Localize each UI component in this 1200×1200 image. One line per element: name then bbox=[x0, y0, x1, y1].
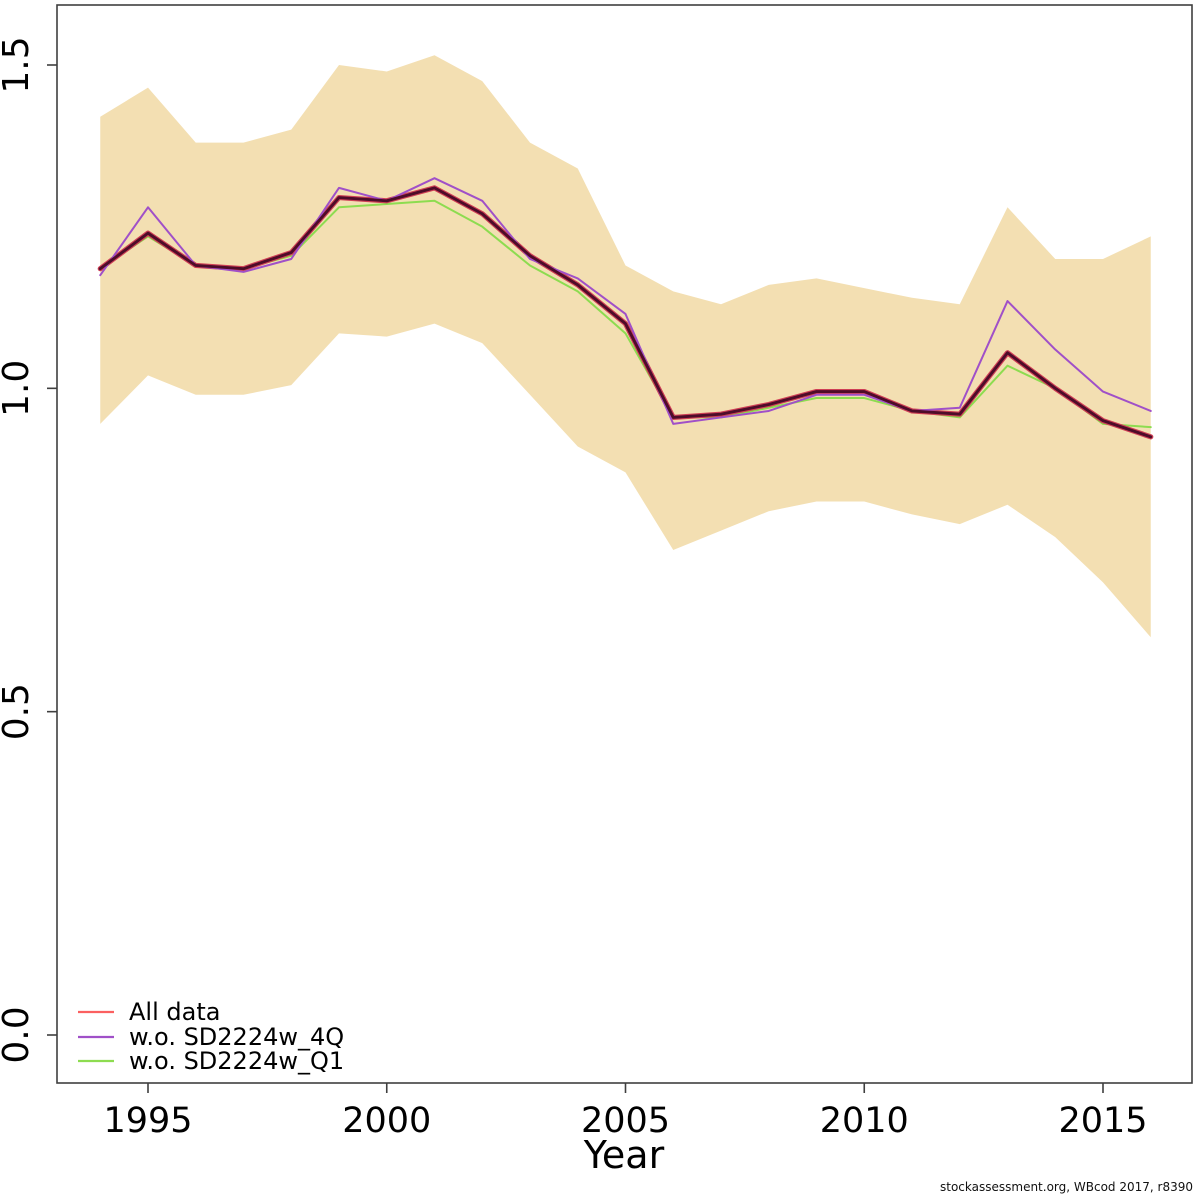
y-tick-label: 0.5 bbox=[0, 683, 37, 740]
series-line-all-data bbox=[98, 186, 1153, 439]
x-axis-title: Year bbox=[583, 1133, 665, 1177]
legend-label-wo-sd2224w-4q: w.o. SD2224w_4Q bbox=[129, 1023, 344, 1051]
series-lines-layer bbox=[97, 177, 1154, 440]
y-tick-label: 0.0 bbox=[0, 1006, 37, 1063]
x-tick-label: 2000 bbox=[342, 1101, 431, 1141]
y-tick-label: 1.5 bbox=[0, 36, 37, 93]
axis-ticks-layer: 1995 2000 2005 2010 2015 0.0 0.5 1.0 1.5 bbox=[0, 36, 1148, 1141]
x-tick-label: 1995 bbox=[103, 1101, 192, 1141]
chart-legend: All data w.o. SD2224w_4Q w.o. SD2224w_Q1 bbox=[78, 998, 344, 1075]
legend-label-wo-sd2224w-q1: w.o. SD2224w_Q1 bbox=[129, 1047, 344, 1075]
y-tick-label: 1.0 bbox=[0, 360, 37, 417]
confidence-band bbox=[100, 55, 1151, 638]
series-line-wo-sd2224w-4q bbox=[99, 177, 1152, 425]
x-tick-label: 2010 bbox=[820, 1101, 909, 1141]
footer-attribution: stockassessment.org, WBcod 2017, r8390 bbox=[940, 1180, 1193, 1194]
legend-label-all-data: All data bbox=[129, 998, 220, 1026]
confidence-band-layer bbox=[100, 55, 1151, 638]
x-tick-label: 2005 bbox=[581, 1101, 670, 1141]
x-tick-label: 2015 bbox=[1058, 1101, 1147, 1141]
plot-frame bbox=[56, 4, 1193, 1084]
